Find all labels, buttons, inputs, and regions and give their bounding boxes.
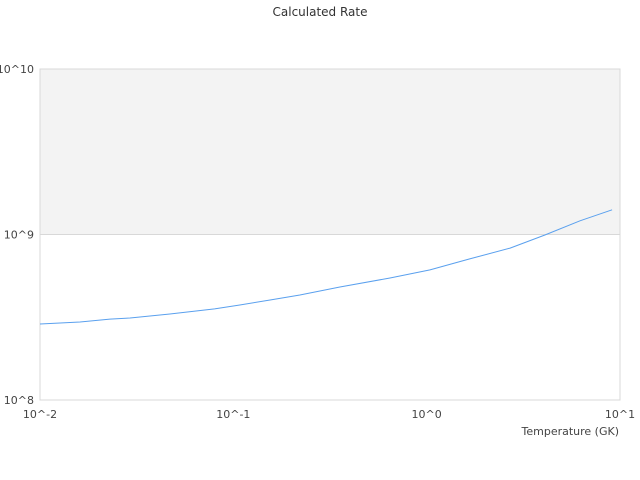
y-tick-label: 10^8 xyxy=(4,394,34,407)
chart-title: Calculated Rate xyxy=(273,5,368,19)
y-tick-label: 10^10 xyxy=(0,63,34,76)
x-tick-label: 10^-2 xyxy=(23,408,57,421)
x-tick-label: 10^1 xyxy=(605,408,635,421)
series-line xyxy=(39,209,613,325)
x-tick-label: 10^-1 xyxy=(216,408,250,421)
x-axis-label: Temperature (GK) xyxy=(521,425,620,438)
grid-band xyxy=(40,69,620,235)
y-tick-label: 10^9 xyxy=(4,229,34,242)
x-tick-label: 10^0 xyxy=(412,408,442,421)
